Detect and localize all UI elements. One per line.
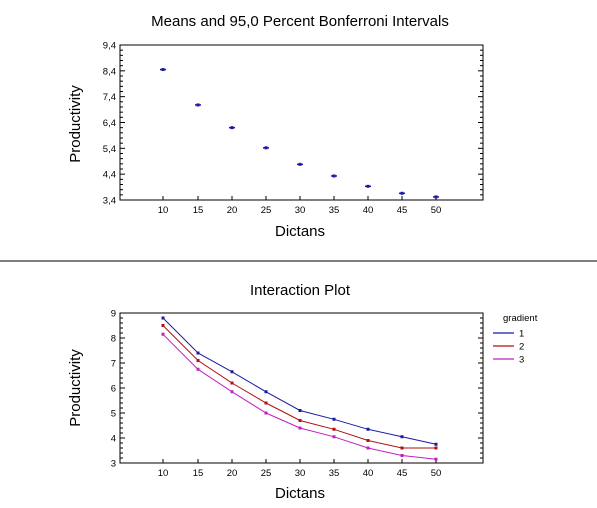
mean-point <box>332 174 336 178</box>
means-x-tick-label: 35 <box>329 205 340 216</box>
means-y-tick-label: 9,4 <box>103 41 116 52</box>
legend-label-1: 1 <box>519 329 524 340</box>
interaction-x-tick-label: 40 <box>363 468 374 479</box>
means-x-tick-label: 45 <box>397 205 408 216</box>
interaction-x-tick-label: 35 <box>329 468 340 479</box>
interaction-y-tick-label: 3 <box>111 459 116 470</box>
series-1-point <box>400 435 404 439</box>
mean-point <box>434 195 438 199</box>
means-x-tick-label: 20 <box>227 205 238 216</box>
means-x-tick-label: 25 <box>261 205 272 216</box>
means-x-tick-label: 15 <box>193 205 204 216</box>
interaction-plot-frame <box>119 312 484 464</box>
series-2-point <box>400 446 404 450</box>
legend-title: gradient <box>503 313 538 324</box>
series-3-point <box>434 457 438 461</box>
interaction-x-tick-label: 15 <box>193 468 204 479</box>
series-3-point <box>264 411 268 415</box>
means-x-axis-label: Dictans <box>275 223 325 240</box>
legend-items: 1 2 3 <box>493 329 524 366</box>
means-y-tick-label: 6,4 <box>103 118 116 129</box>
series-2-point <box>298 419 302 422</box>
means-x-tick-label: 40 <box>363 205 374 216</box>
series-2-point <box>434 446 438 450</box>
series-2-point <box>161 324 165 327</box>
interaction-x-tick-label: 30 <box>295 468 306 479</box>
series-1-point <box>366 427 370 431</box>
interaction-x-tick-label: 45 <box>397 468 408 479</box>
means-y-tick-label: 8,4 <box>103 66 116 77</box>
series-1-point <box>264 390 268 394</box>
interaction-y-axis-label: Productivity <box>67 349 84 427</box>
means-y-tick-label: 3,4 <box>103 196 116 207</box>
series-1-point <box>196 351 200 355</box>
means-x-tick-label: 30 <box>295 205 306 216</box>
means-y-axis: 3,4 4,4 5,4 6,4 7,4 8,4 9,4 <box>103 41 483 207</box>
legend-label-3: 3 <box>519 355 524 366</box>
series-3-point <box>332 435 336 439</box>
series-2-point <box>332 427 336 431</box>
means-y-tick-label: 5,4 <box>103 144 116 155</box>
means-y-tick-label: 7,4 <box>103 92 116 103</box>
means-points <box>160 68 439 199</box>
mean-point <box>230 126 234 130</box>
series-3-point <box>196 367 200 371</box>
mean-point <box>264 146 268 150</box>
series-3-line <box>162 333 437 460</box>
mean-point <box>366 184 370 188</box>
series-1-point <box>230 370 234 374</box>
series-1-line <box>162 317 437 445</box>
series-2-point <box>230 381 234 385</box>
means-y-axis-label: Productivity <box>67 85 84 163</box>
interaction-y-tick-label: 9 <box>111 309 116 320</box>
means-x-tick-label: 50 <box>431 205 442 216</box>
interaction-y-tick-label: 4 <box>111 434 116 445</box>
interaction-chart-title: Interaction Plot <box>250 282 351 299</box>
means-chart: Means and 95,0 Percent Bonferroni Interv… <box>67 13 484 240</box>
interaction-x-tick-label: 20 <box>227 468 238 479</box>
interaction-x-tick-label: 25 <box>261 468 272 479</box>
legend: gradient 1 2 3 <box>493 313 538 366</box>
interaction-y-tick-label: 5 <box>111 409 116 420</box>
means-y-tick-label: 4,4 <box>103 170 116 181</box>
mean-point <box>298 162 302 166</box>
series-3-point <box>400 454 404 457</box>
interaction-y-tick-label: 6 <box>111 384 116 395</box>
interaction-y-tick-label: 7 <box>111 359 116 370</box>
series-2-point <box>366 439 370 442</box>
interaction-x-axis: 10 15 20 25 30 35 40 45 50 <box>158 459 442 479</box>
means-plot-frame <box>119 44 484 201</box>
interaction-x-tick-label: 50 <box>431 468 442 479</box>
mean-point <box>196 103 200 107</box>
mean-point <box>400 191 404 195</box>
interaction-y-tick-label: 8 <box>111 334 116 345</box>
mean-point <box>161 68 165 72</box>
series-1-point <box>161 316 165 320</box>
series-3-point <box>230 390 234 394</box>
series-2-point <box>264 401 268 405</box>
interaction-x-tick-label: 10 <box>158 468 169 479</box>
interaction-x-axis-label: Dictans <box>275 485 325 502</box>
series-3-point <box>366 446 370 450</box>
means-chart-title: Means and 95,0 Percent Bonferroni Interv… <box>151 13 449 30</box>
series-1-point <box>332 417 336 421</box>
series-2-point <box>196 359 200 362</box>
series-2-line <box>162 325 436 449</box>
means-x-tick-label: 10 <box>158 205 169 216</box>
series-1-point <box>298 409 302 412</box>
series-3-point <box>298 426 302 430</box>
series-1-point <box>434 442 438 446</box>
series-3-point <box>161 332 165 336</box>
legend-label-2: 2 <box>519 342 524 353</box>
means-x-axis: 10 15 20 25 30 35 40 45 50 <box>158 196 442 216</box>
interaction-y-axis: 3 4 5 6 7 8 9 <box>111 309 483 470</box>
interaction-series <box>161 316 438 461</box>
